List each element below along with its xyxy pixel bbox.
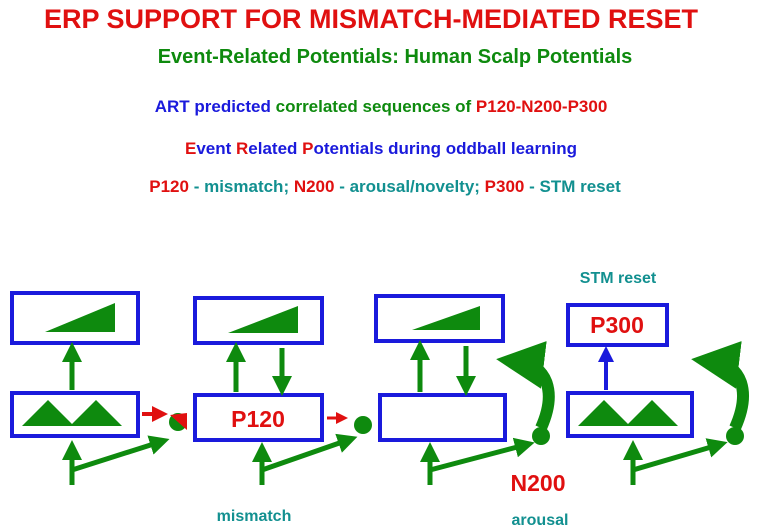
text-segment: R <box>236 139 249 158</box>
text-line: ART predicted correlated sequences of P1… <box>0 97 762 117</box>
text-segment: ART predicted <box>154 97 276 116</box>
text-segment: N200 <box>293 177 335 196</box>
text-segment: - STM reset <box>524 177 621 196</box>
label: N200 <box>511 470 566 496</box>
text-segment: otentials during oddball learning <box>313 139 578 158</box>
text-segment: E <box>184 139 197 158</box>
subtitle: Event-Related Potentials: Human Scalp Po… <box>157 46 633 68</box>
text-segment: - arousal/novelty; <box>334 177 485 196</box>
shapes <box>22 303 744 445</box>
title: ERP SUPPORT FOR MISMATCH-MEDIATED RESET <box>43 4 699 34</box>
text-line: Event Related Potentials during oddball … <box>0 139 762 159</box>
arrows <box>62 340 749 485</box>
text-line: P120 - mismatch; N200 - arousal/novelty;… <box>4 177 762 197</box>
text-segment: vent <box>196 139 237 158</box>
text-segment: correlated sequences of <box>275 97 476 116</box>
text-segment: - mismatch; <box>188 177 294 196</box>
label: arousal <box>512 512 569 529</box>
text-segment: P120 <box>149 177 189 196</box>
label: P120 <box>231 406 285 432</box>
label: STM reset <box>580 270 657 287</box>
label: mismatch <box>217 508 292 525</box>
label: P300 <box>590 312 644 338</box>
text-segment: P120-N200-P300 <box>475 97 608 116</box>
text-segment: elated <box>248 139 303 158</box>
text-segment: P300 <box>484 177 525 196</box>
text-segment: P <box>302 139 314 158</box>
